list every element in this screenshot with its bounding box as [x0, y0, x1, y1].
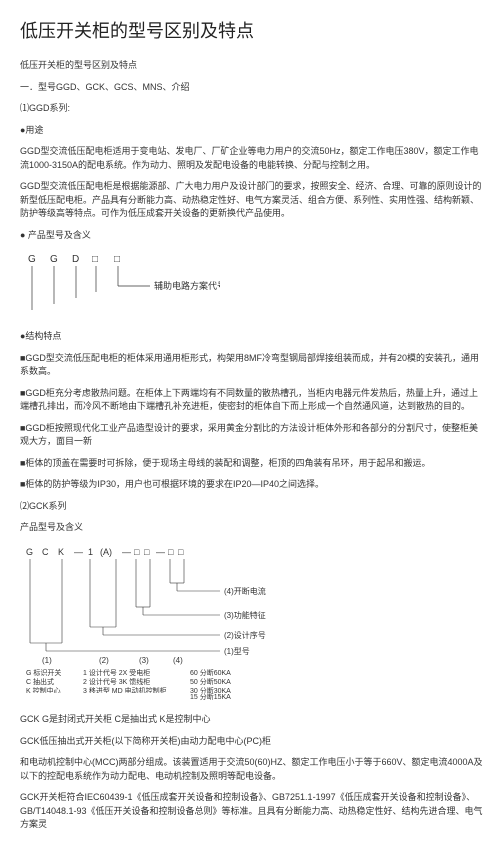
- svg-text:G: G: [26, 547, 33, 557]
- d1-g1: G: [28, 254, 36, 265]
- diagram-2: G C K — 1 (A) — □ □ — □ □ (4)开断电流 (3)功能特…: [20, 543, 484, 704]
- subtitle-line: 低压开关柜的型号区别及特点: [20, 59, 484, 73]
- paragraph-10: 和电动机控制中心(MCC)两部分组成。该装置适用于交流50(60)HZ、额定工作…: [20, 756, 484, 783]
- paragraph-3: ■GGD型交流低压配电柜的柜体采用通用柜形式，构架用8MF冷弯型钢局部焊接组装而…: [20, 352, 484, 379]
- svg-text:□: □: [144, 547, 150, 557]
- paragraph-4: ■GGD柜充分考虑散热问题。在柜体上下两端均有不同数量的散热槽孔，当柜内电器元件…: [20, 387, 484, 414]
- svg-text:K 控制中心: K 控制中心: [26, 686, 61, 693]
- svg-text:3 移进型 MD 电动机控制柜: 3 移进型 MD 电动机控制柜: [83, 686, 167, 693]
- svg-text:—: —: [122, 547, 131, 557]
- paragraph-11: GCK开关柜符合IEC60439-1《低压成套开关设备和控制设备》、GB7251…: [20, 791, 484, 832]
- svg-text:(1): (1): [42, 656, 52, 665]
- label-use: ●用途: [20, 124, 484, 138]
- svg-text:C: C: [42, 547, 49, 557]
- diagram-1: G G D □ □ 辅助电路方案代号: [20, 250, 484, 320]
- paragraph-2: GGD型交流低压配电柜是根据能源部、广大电力用户及设计部门的要求，按照安全、经济…: [20, 180, 484, 221]
- svg-text:K: K: [58, 547, 64, 557]
- label-struct: ●结构特点: [20, 330, 484, 344]
- diagram-1-svg: G G D □ □ 辅助电路方案代号: [20, 250, 220, 320]
- svg-text:60 分断60KA: 60 分断60KA: [190, 668, 231, 677]
- section-intro: 一．型号GGD、GCK、GCS、MNS、介绍: [20, 81, 484, 95]
- svg-text:(4): (4): [173, 656, 183, 665]
- paragraph-9: GCK低压抽出式开关柜(以下简称开关柜)由动力配电中心(PC)柜: [20, 735, 484, 749]
- d2-label1: (1)型号: [224, 647, 250, 656]
- svg-text:2 设计代号 3K 馈线柜: 2 设计代号 3K 馈线柜: [83, 677, 150, 686]
- label-model: ● 产品型号及含义: [20, 229, 484, 243]
- paragraph-7: ■柜体的防护等级为IP30，用户也可根据环境的要求在IP20—IP40之间选择。: [20, 478, 484, 492]
- paragraph-8: GCK G是封闭式开关柜 C是抽出式 K是控制中心: [20, 713, 484, 727]
- svg-text:—: —: [156, 547, 165, 557]
- section-gck: ⑵GCK系列: [20, 500, 484, 514]
- d1-b1: □: [92, 254, 98, 265]
- paragraph-5: ■GGD柜按照现代化工业产品造型设计的要求，采用黄金分割比的方法设计柜体外形和各…: [20, 422, 484, 449]
- svg-text:(A): (A): [100, 547, 112, 557]
- paragraph-6: ■柜体的顶盖在需要时可拆除，便于现场主母线的装配和调整，柜顶的四角装有吊环，用于…: [20, 457, 484, 471]
- svg-text:(2): (2): [99, 656, 109, 665]
- svg-text:C 抽出式: C 抽出式: [26, 677, 54, 686]
- svg-text:G 标识开关: G 标识开关: [26, 668, 61, 677]
- svg-text:(3): (3): [139, 656, 149, 665]
- d1-g2: G: [50, 254, 58, 265]
- svg-text:—: —: [74, 547, 83, 557]
- d2-label2: (2)设计序号: [224, 630, 266, 640]
- svg-text:□: □: [178, 547, 184, 557]
- svg-text:□: □: [134, 547, 140, 557]
- d1-d: D: [72, 254, 79, 265]
- svg-text:1: 1: [88, 547, 93, 557]
- paragraph-1: GGD型交流低压配电柜适用于变电站、发电厂、厂矿企业等电力用户的交流50Hz，额…: [20, 145, 484, 172]
- d2-label3: (3)功能特征: [224, 610, 266, 620]
- svg-text:1 设计代号 2X 受电柜: 1 设计代号 2X 受电柜: [83, 668, 150, 677]
- section-gck-sub: 产品型号及含义: [20, 521, 484, 535]
- d1-caption: 辅助电路方案代号: [154, 280, 220, 291]
- d2-label4: (4)开断电流: [224, 586, 266, 596]
- svg-text:□: □: [168, 547, 174, 557]
- diagram-2-svg: G C K — 1 (A) — □ □ — □ □ (4)开断电流 (3)功能特…: [20, 543, 300, 693]
- section-ggd: ⑴GGD系列:: [20, 102, 484, 116]
- d2-extra-row: 15 分断15KA: [190, 693, 484, 704]
- page-title: 低压开关柜的型号区别及特点: [20, 18, 484, 45]
- d1-b2: □: [114, 254, 120, 265]
- svg-text:30 分断30KA: 30 分断30KA: [190, 686, 231, 693]
- svg-text:50 分断50KA: 50 分断50KA: [190, 677, 231, 686]
